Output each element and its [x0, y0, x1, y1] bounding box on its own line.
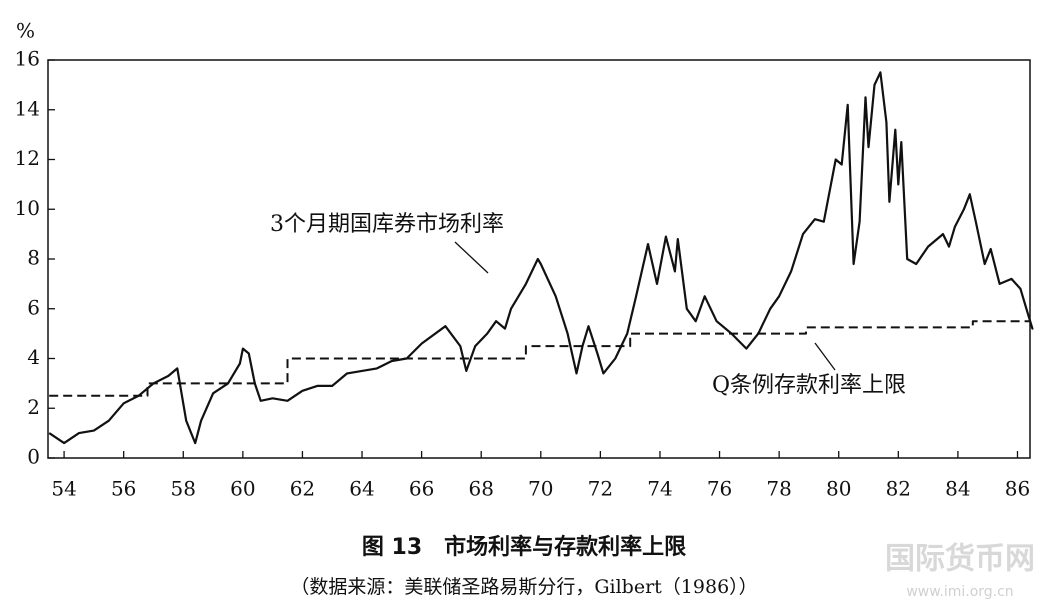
annotation: Q条例存款利率上限	[712, 373, 906, 398]
x-tick-label: 54	[51, 477, 76, 501]
x-tick-label: 64	[349, 477, 374, 501]
annotation: 3个月期国库券市场利率	[270, 212, 504, 237]
y-tick-label: 16	[15, 47, 40, 71]
line-series	[49, 320, 1030, 397]
y-tick-label: 4	[27, 345, 40, 369]
x-tick-label: 76	[707, 477, 732, 501]
x-tick-label: 80	[826, 477, 851, 501]
caption: 图 13 市场利率与存款利率上限	[362, 534, 686, 560]
y-tick-label: 0	[27, 445, 40, 469]
x-tick-label: 56	[111, 477, 136, 501]
x-tick-label: 72	[588, 477, 613, 501]
leader-line	[454, 241, 489, 274]
x-tick-label: 82	[886, 477, 911, 501]
x-tick-label: 68	[468, 477, 493, 501]
x-tick-label: 86	[1005, 477, 1030, 501]
leader-line	[814, 342, 836, 371]
line-series	[48, 71, 1034, 445]
y-tick-label: 10	[15, 196, 40, 220]
source: （数据来源：美联储圣路易斯分行，Gilbert（1986））	[290, 576, 757, 598]
x-tick-label: 58	[171, 477, 196, 501]
y-tick-label: 12	[15, 146, 40, 170]
x-tick-label: 70	[528, 477, 553, 501]
x-tick-label: 66	[409, 477, 434, 501]
y-tick-label: 6	[27, 295, 40, 319]
x-tick-label: 78	[766, 477, 791, 501]
y-tick-label: 8	[27, 246, 40, 270]
x-tick-label: 62	[290, 477, 315, 501]
y-tick-label: 14	[15, 96, 40, 120]
watermark-url: www.imi.org.cn	[906, 584, 1013, 600]
x-tick-label: 84	[945, 477, 970, 501]
x-tick-label: 60	[230, 477, 255, 501]
y-tick-label: 2	[27, 395, 40, 419]
y-axis-label: %	[16, 19, 35, 43]
watermark: 国际货币网	[885, 542, 1035, 577]
x-tick-label: 74	[647, 477, 672, 501]
